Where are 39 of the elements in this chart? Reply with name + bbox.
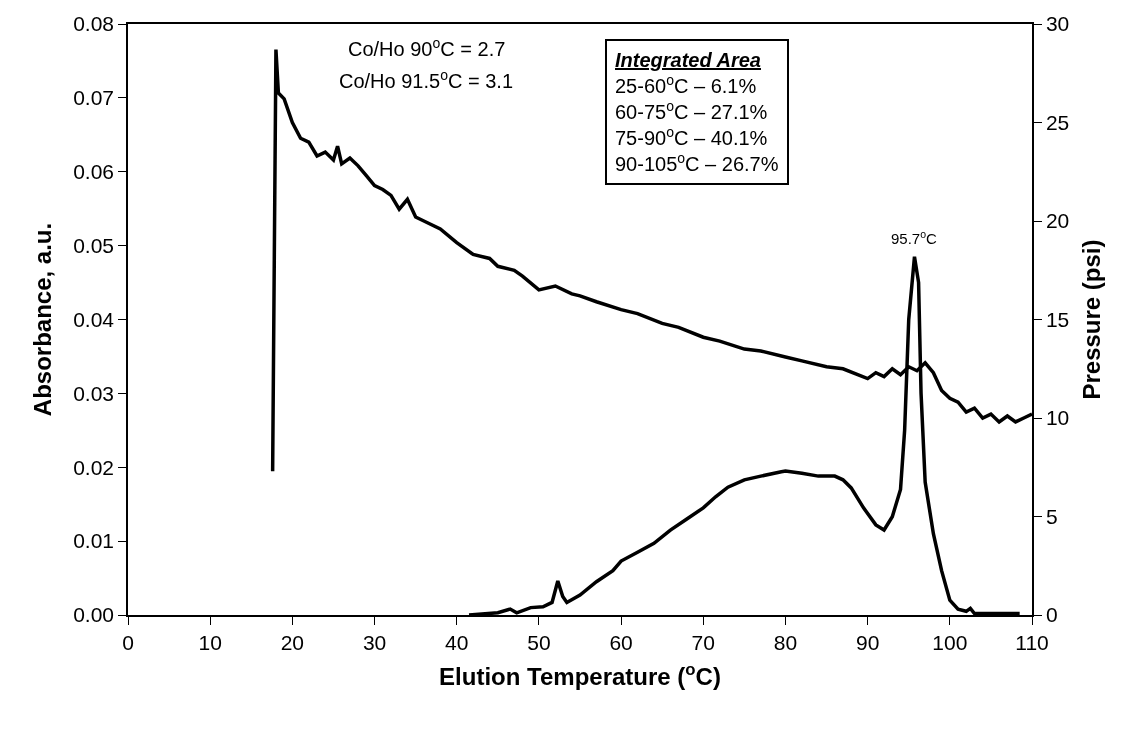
y-tick-label: 0.00 <box>73 603 115 627</box>
y2-axis-title: Pressure (psi) <box>1078 239 1106 400</box>
x-tick-label: 110 <box>1015 630 1049 654</box>
y-tick-label: 0.07 <box>73 86 115 110</box>
y2-tick-label: 20 <box>1045 209 1070 233</box>
y-tick-label: 0.04 <box>73 307 115 331</box>
x-tick-label: 60 <box>609 630 633 654</box>
y2-tick-label: 15 <box>1045 307 1070 331</box>
x-tick-label: 90 <box>855 630 880 654</box>
annotation: Co/Ho 91.5$^{o}$C = 3.1 <box>339 67 514 93</box>
y2-tick-label: 10 <box>1045 406 1070 430</box>
y-tick-label: 0.08 <box>73 12 115 36</box>
x-tick-label: 80 <box>773 630 798 654</box>
annotation: Co/Ho 90$^{o}$C = 2.7 <box>348 35 506 61</box>
x-axis-title: Elution Temperature ($^{o}$C) <box>439 659 721 690</box>
y-tick-label: 0.05 <box>73 233 115 257</box>
y-axis-title: Absorbance, a.u. <box>28 222 56 417</box>
x-tick-label: 70 <box>691 630 715 654</box>
x-tick-label: 100 <box>932 630 968 654</box>
y-tick-label: 0.03 <box>73 381 115 405</box>
y-tick-label: 0.06 <box>73 160 115 184</box>
annotation: 25-60$^{o}$C – 6.1% <box>615 71 757 97</box>
x-tick-label: 0 <box>122 630 134 654</box>
y-tick-label: 0.02 <box>73 455 115 479</box>
y2-tick-label: 25 <box>1045 110 1070 134</box>
x-tick-label: 50 <box>527 630 551 654</box>
x-tick-label: 40 <box>445 630 469 654</box>
annotation: 75-90$^{o}$C – 40.1% <box>615 123 768 149</box>
x-tick-label: 10 <box>198 630 222 654</box>
annotation: 60-75$^{o}$C – 27.1% <box>615 97 768 123</box>
y2-tick-label: 0 <box>1045 603 1058 627</box>
annotation: Integrated Area <box>615 49 761 71</box>
y2-tick-label: 30 <box>1045 12 1070 36</box>
annotation: 95.7$^{o}$C <box>891 228 938 248</box>
annotation: 90-105$^{o}$C – 26.7% <box>615 149 779 175</box>
y2-tick-label: 5 <box>1045 504 1058 528</box>
y-tick-label: 0.01 <box>73 529 115 553</box>
x-tick-label: 20 <box>280 630 305 654</box>
x-tick-label: 30 <box>362 630 387 654</box>
